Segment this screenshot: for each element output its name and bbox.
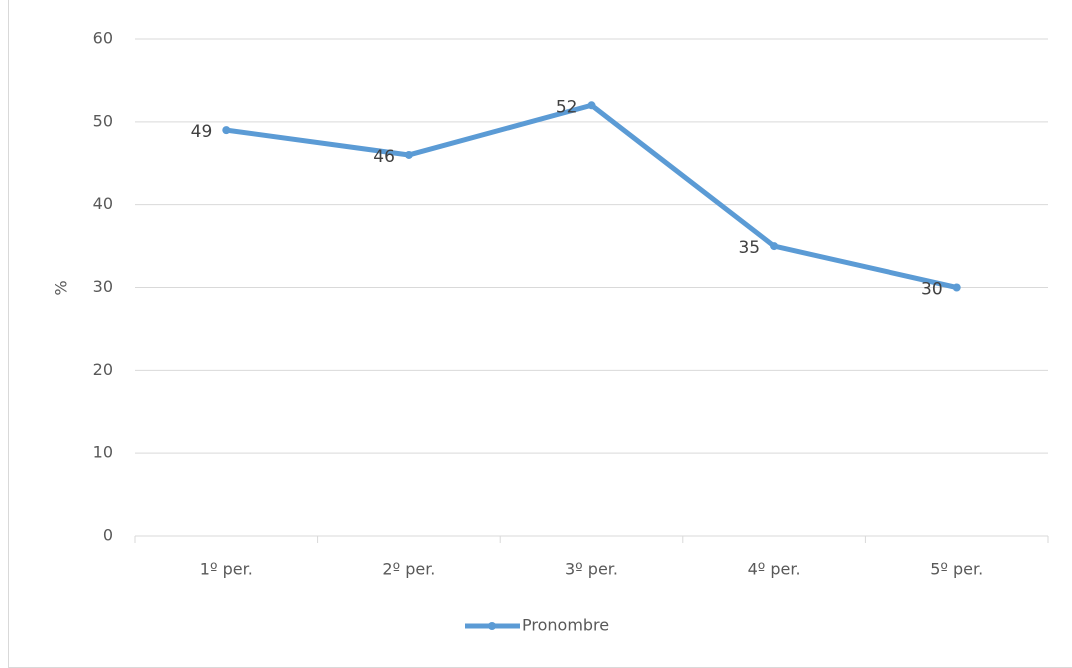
point bbox=[952, 283, 961, 292]
x-tick-label: 5º per. bbox=[930, 560, 983, 579]
y-tick-label: 50 bbox=[93, 111, 113, 130]
x-tick-label: 4º per. bbox=[748, 560, 801, 579]
y-tick-label: 60 bbox=[93, 29, 113, 48]
point bbox=[770, 242, 779, 251]
legend-label: Pronombre bbox=[522, 616, 609, 635]
data-label: 35 bbox=[738, 238, 760, 258]
y-tick-label: 10 bbox=[93, 443, 113, 462]
point bbox=[587, 101, 596, 110]
y-tick-label: 40 bbox=[93, 194, 113, 213]
legend-marker bbox=[488, 622, 496, 630]
data-label: 52 bbox=[556, 97, 578, 117]
x-tick-label: 2º per. bbox=[382, 560, 435, 579]
y-axis-label: % bbox=[52, 280, 71, 295]
point bbox=[222, 126, 231, 135]
y-tick-label: 30 bbox=[93, 277, 113, 296]
x-tick-label: 1º per. bbox=[200, 560, 253, 579]
chart-frame bbox=[8, 0, 1072, 668]
y-tick-label: 0 bbox=[103, 526, 113, 545]
data-label: 30 bbox=[921, 280, 943, 300]
point bbox=[404, 150, 413, 159]
x-tick-label: 3º per. bbox=[565, 560, 618, 579]
data-label: 46 bbox=[373, 147, 395, 167]
data-label: 49 bbox=[191, 122, 213, 142]
y-tick-label: 20 bbox=[93, 360, 113, 379]
